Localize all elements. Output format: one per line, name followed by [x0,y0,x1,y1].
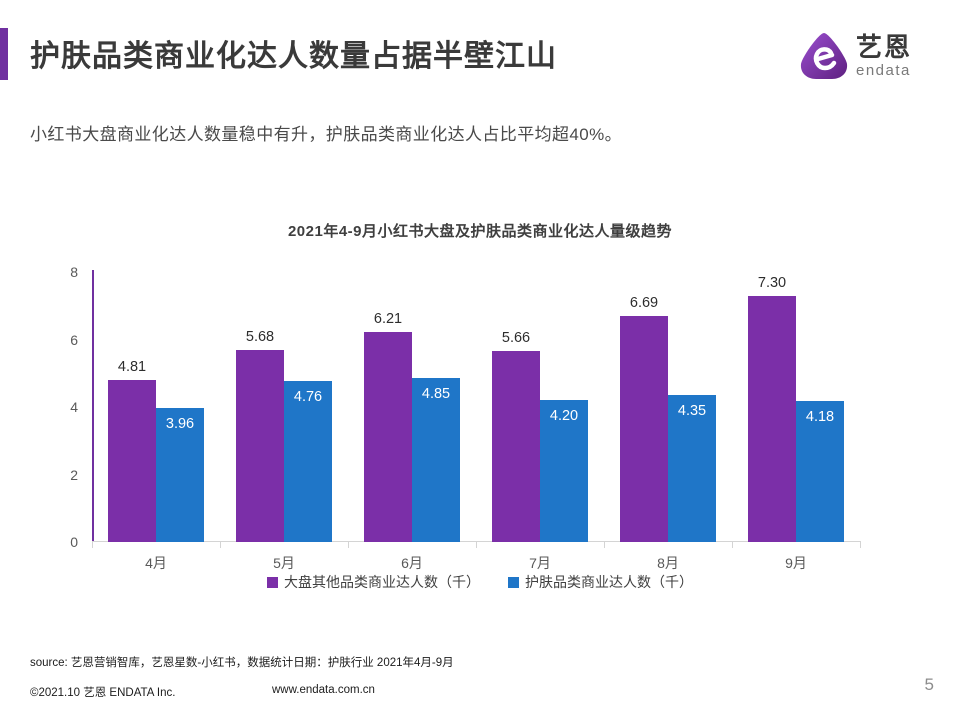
bar-overall[interactable]: 6.21 [364,311,412,542]
x-axis-tick-mark [604,541,605,548]
bar-value-label: 5.66 [501,329,531,346]
page-title: 护肤品类商业化达人数量占据半壁江山 [30,40,557,73]
legend-item[interactable]: 大盘其他品类商业达人数（千） [267,572,480,592]
bar-value-label: 4.20 [549,408,579,425]
y-axis-tick-label: 8 [70,264,78,280]
legend-item[interactable]: 护肤品类商业达人数（千） [508,572,693,592]
x-axis-tick-mark [860,541,861,548]
bar-overall[interactable]: 4.81 [108,359,156,542]
brand-name-cn: 艺恩 [856,32,913,62]
bar-group: 5.68 4.76 [236,272,332,542]
bar-value-label: 4.81 [117,358,147,375]
bar-skincare[interactable]: 4.76 [284,381,332,542]
plot-area: 8 6 4 2 0 4.81 3.96 5.68 4.76 6.21 4.85 5.66 4.20 6.6… [70,264,860,550]
y-axis-tick-label: 2 [70,466,78,483]
brand-name-en: endata [856,62,911,79]
bar-value-label: 4.18 [805,408,835,425]
x-axis-tick-label: 9月 [785,555,807,571]
legend-label: 护肤品类商业达人数（千） [525,574,693,590]
bar-skincare[interactable]: 4.85 [412,378,460,542]
y-axis-line [92,270,94,542]
y-axis-tick-label: 4 [70,399,78,415]
bar-group: 7.30 4.18 [748,272,844,542]
bar-value-label: 7.30 [757,274,787,291]
bar-group: 5.66 4.20 [492,272,588,542]
bar-skincare[interactable]: 3.96 [156,408,204,542]
legend-label: 大盘其他品类商业达人数（千） [284,574,480,590]
bar-skincare[interactable]: 4.18 [796,400,844,542]
chart-title: 2021年4-9月小红书大盘及护肤品类商业化达人量级趋势 [287,223,673,240]
footer-copyright: ©2021.10 艺恩 ENDATA Inc. [30,687,176,699]
x-axis-tick-label: 5月 [273,555,295,571]
chart-region: 2021年4-9月小红书大盘及护肤品类商业化达人量级趋势 8 6 4 2 0 4.81 3.… [0,220,960,610]
x-axis-tick-mark [476,541,477,548]
x-axis-tick-label: 7月 [529,555,551,571]
bar-value-label: 6.21 [373,311,403,328]
bar-value-label: 4.76 [293,389,323,406]
bar-overall[interactable]: 6.69 [620,295,668,542]
bar-overall[interactable]: 7.30 [748,275,796,542]
x-axis-tick-label: 4月 [145,555,167,571]
x-axis-tick-label: 6月 [401,555,423,571]
bar-group: 6.69 4.35 [620,272,716,542]
header-accent-bar [0,28,8,80]
x-axis-tick-label: 8月 [657,555,679,571]
bar-overall[interactable]: 5.68 [236,329,284,542]
bar-value-label: 6.69 [629,295,659,312]
page-number: 5 [924,675,934,694]
brand-wordmark: 艺恩 endata [856,34,912,78]
bar-value-label: 3.96 [165,416,195,433]
bar-group: 6.21 4.85 [364,272,460,542]
bar-value-label: 4.35 [677,403,707,420]
bar-value-label: 5.68 [245,329,275,346]
bar-skincare[interactable]: 4.35 [668,395,716,542]
x-axis-tick-mark [92,541,93,548]
y-axis-tick-label: 0 [70,534,78,550]
bar-skincare[interactable]: 4.20 [540,400,588,542]
footer-source-note: source: 艺恩营销智库，艺恩星数-小红书，数据统计日期：护肤行业 2021… [30,657,454,669]
x-axis-tick-mark [348,541,349,548]
x-axis-tick-mark [220,541,221,548]
legend-color-swatch [508,576,519,588]
brand-logo: 艺恩 endata [798,28,938,84]
footer-website-link[interactable]: www.endata.com.cn [272,684,375,696]
y-axis-tick-label: 6 [70,331,78,348]
page-subtitle: 小红书大盘商业化达人数量稳中有升，护肤品类商业化达人占比平均超40%。 [30,125,623,144]
x-axis-tick-mark [732,541,733,548]
legend-color-swatch [267,576,278,588]
bar-group: 4.81 3.96 [108,272,204,542]
bar-overall[interactable]: 5.66 [492,330,540,542]
chart-legend: 大盘其他品类商业达人数（千） 护肤品类商业达人数（千） [0,572,960,592]
endata-e-logo-icon [800,33,848,79]
bar-value-label: 4.85 [421,386,451,403]
